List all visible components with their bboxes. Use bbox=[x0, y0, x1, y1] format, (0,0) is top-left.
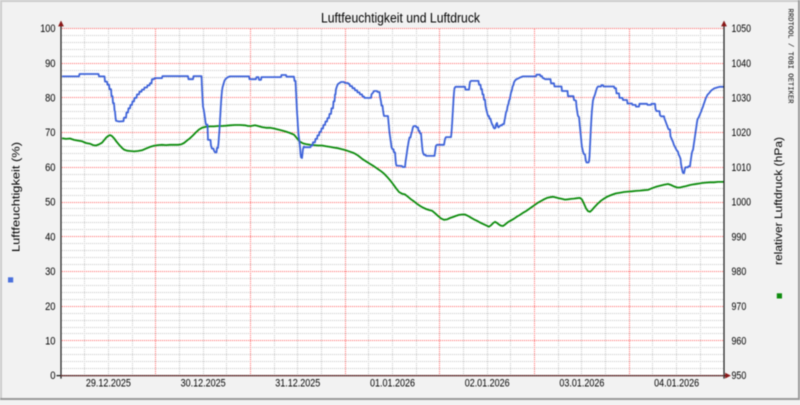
svg-text:60: 60 bbox=[45, 162, 55, 174]
svg-text:Luftfeuchtigkeit (%): Luftfeuchtigkeit (%) bbox=[11, 142, 23, 252]
svg-text:40: 40 bbox=[45, 231, 55, 243]
svg-text:04.01.2026: 04.01.2026 bbox=[654, 377, 699, 389]
svg-text:70: 70 bbox=[45, 127, 55, 139]
svg-text:02.01.2026: 02.01.2026 bbox=[465, 377, 510, 389]
svg-text:1000: 1000 bbox=[732, 197, 752, 209]
svg-text:970: 970 bbox=[732, 301, 747, 313]
svg-text:980: 980 bbox=[732, 266, 747, 278]
svg-text:950: 950 bbox=[732, 370, 747, 382]
svg-text:29.12.2025: 29.12.2025 bbox=[86, 377, 131, 389]
svg-text:RRDTOOL / TOBI OETIKER: RRDTOOL / TOBI OETIKER bbox=[786, 9, 794, 105]
svg-text:1040: 1040 bbox=[732, 58, 752, 70]
svg-text:31.12.2025: 31.12.2025 bbox=[275, 377, 320, 389]
svg-text:03.01.2026: 03.01.2026 bbox=[559, 377, 604, 389]
svg-text:80: 80 bbox=[45, 93, 55, 105]
svg-text:960: 960 bbox=[732, 336, 747, 348]
svg-text:Luftfeuchtigkeit und Luftdruck: Luftfeuchtigkeit und Luftdruck bbox=[321, 10, 480, 25]
svg-text:100: 100 bbox=[40, 23, 55, 35]
svg-text:1030: 1030 bbox=[732, 93, 752, 105]
svg-text:relativer Luftdruck (hPa): relativer Luftdruck (hPa) bbox=[773, 137, 785, 265]
svg-text:0: 0 bbox=[50, 370, 55, 382]
svg-text:10: 10 bbox=[45, 336, 55, 348]
svg-text:90: 90 bbox=[45, 58, 55, 70]
svg-text:50: 50 bbox=[45, 197, 55, 209]
svg-text:1010: 1010 bbox=[732, 162, 752, 174]
svg-text:30: 30 bbox=[45, 266, 55, 278]
svg-text:990: 990 bbox=[732, 231, 747, 243]
svg-text:30.12.2025: 30.12.2025 bbox=[181, 377, 226, 389]
svg-text:01.01.2026: 01.01.2026 bbox=[370, 377, 415, 389]
svg-text:1020: 1020 bbox=[732, 127, 752, 139]
svg-text:20: 20 bbox=[45, 301, 55, 313]
svg-text:1050: 1050 bbox=[732, 23, 752, 35]
